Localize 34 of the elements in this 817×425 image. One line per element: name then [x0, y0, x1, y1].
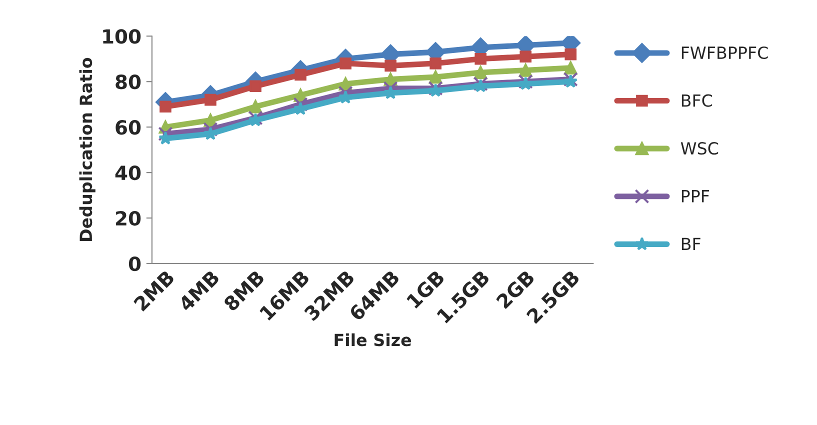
- point: [428, 70, 442, 84]
- point: [248, 100, 262, 114]
- point: [158, 131, 172, 145]
- point: [474, 52, 486, 65]
- point: [520, 50, 532, 62]
- point: [430, 58, 442, 70]
- legend-label: PPF: [682, 190, 710, 202]
- point: [474, 66, 488, 80]
- legend-label: BF: [682, 238, 700, 250]
- point: [338, 86, 353, 100]
- y-tick-label: 40: [115, 166, 141, 180]
- point: [293, 97, 308, 112]
- y-tick-label: 20: [116, 210, 141, 226]
- x-axis-title: File Size: [334, 333, 412, 346]
- legend-label: BFC: [682, 94, 712, 107]
- point: [250, 80, 262, 92]
- legend-label: FWFBPPFC: [682, 46, 768, 60]
- point: [160, 100, 172, 113]
- point: [564, 61, 578, 75]
- y-tick-label: 100: [103, 29, 141, 44]
- point: [204, 94, 216, 106]
- point: [384, 60, 396, 72]
- point: [564, 48, 577, 60]
- point: [158, 126, 173, 142]
- y-tick-label: 0: [128, 256, 141, 272]
- point: [294, 68, 306, 81]
- point: [519, 64, 532, 77]
- legend-label: WSC: [680, 142, 718, 155]
- point: [203, 122, 218, 137]
- point: [203, 126, 218, 140]
- y-axis-title: Deduplication Ratio: [79, 58, 96, 241]
- y-tick-label: 80: [116, 74, 141, 90]
- y-tick-label: 60: [116, 120, 141, 135]
- point: [340, 58, 352, 70]
